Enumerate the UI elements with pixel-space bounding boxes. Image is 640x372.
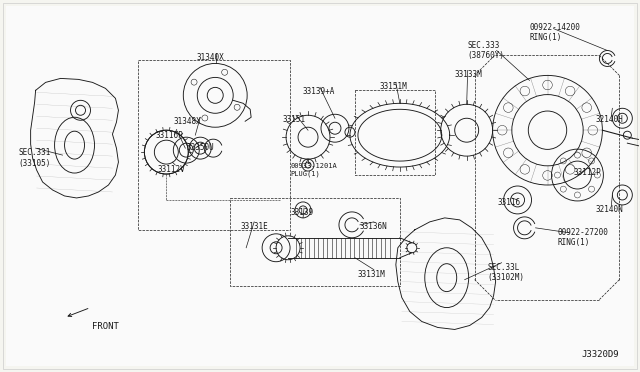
Text: 32140H: 32140H [595,115,623,124]
Text: 00933-1201A
PLUG(1): 00933-1201A PLUG(1) [290,163,337,177]
Text: 33151M: 33151M [380,82,408,92]
Text: FRONT: FRONT [93,323,120,331]
Text: J3320D9: J3320D9 [582,350,620,359]
Text: 33133M: 33133M [454,70,483,80]
Text: 33116P: 33116P [156,131,183,140]
Text: 00922-27200
RING(1): 00922-27200 RING(1) [557,228,609,247]
Text: 31340X: 31340X [196,52,224,61]
Text: 33131M: 33131M [358,270,386,279]
Text: 33116: 33116 [498,198,521,207]
Text: 33112V: 33112V [157,165,185,174]
Text: 00922-14200
RING(1): 00922-14200 RING(1) [529,23,580,42]
Text: SEC.33L
(33102M): SEC.33L (33102M) [488,263,525,282]
Text: 33112P: 33112P [573,168,601,177]
Bar [138,61,290,230]
Text: SEC.331
(33105): SEC.331 (33105) [19,148,51,167]
Text: 32140N: 32140N [595,205,623,214]
Text: 33131E: 33131E [240,222,268,231]
Text: 32350U: 32350U [186,143,214,152]
Text: 33139+A: 33139+A [302,87,335,96]
Text: 33136N: 33136N [360,222,388,231]
Text: 33151: 33151 [282,115,305,124]
Text: SEC.333
(38760Y): SEC.333 (38760Y) [468,41,505,60]
Bar [230,198,400,286]
Text: 31348X: 31348X [173,117,201,126]
Text: 33139: 33139 [290,208,313,217]
